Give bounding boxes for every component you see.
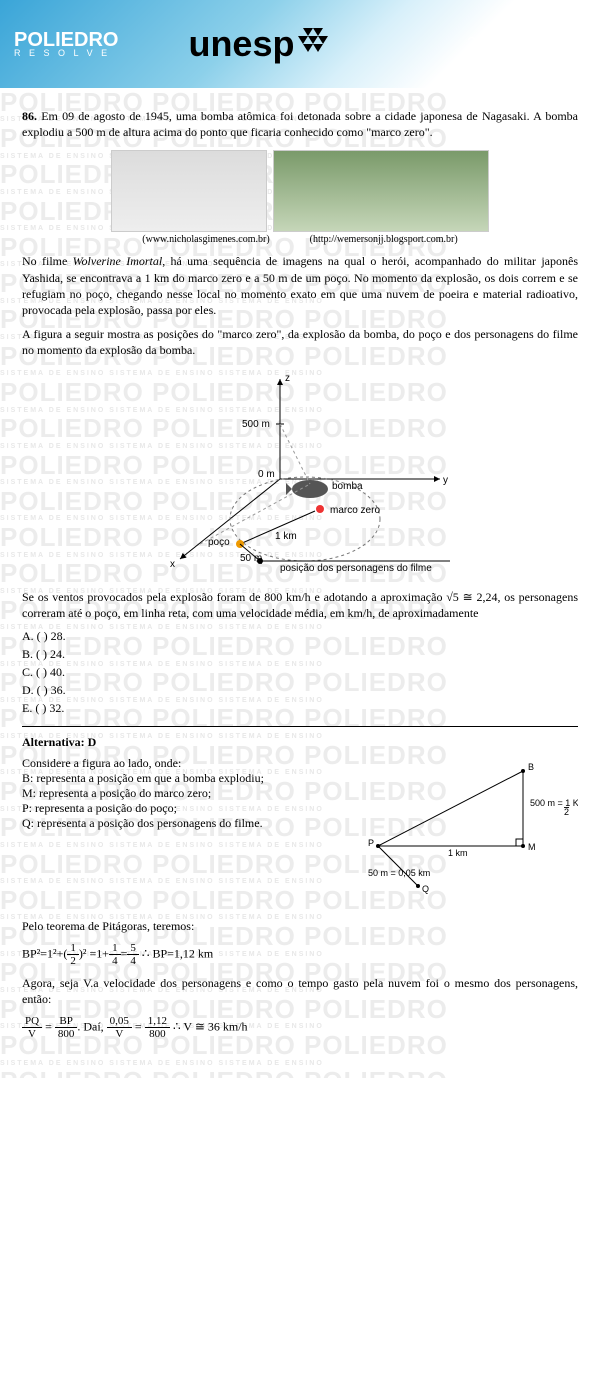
sol-l2: M: representa a posição do marco zero; [22, 786, 340, 801]
caption-row: (www.nicholasgimenes.com.br) (http://wem… [22, 234, 578, 245]
alternatives: A. ( ) 28. B. ( ) 24. C. ( ) 40. D. ( ) … [22, 629, 578, 716]
fig-M: M [528, 842, 536, 852]
lbl-pos: posição dos personagens do filme [280, 563, 432, 574]
f2at: PQ [22, 1015, 42, 1028]
logo-sub: R E S O L V E [14, 49, 118, 57]
f1c: = [121, 946, 128, 960]
caption-b: (http://wemersonjj.blogsport.com.br) [310, 234, 458, 245]
f1ht: 5 [127, 942, 139, 955]
answer-label: Alternativa: D [22, 735, 578, 750]
fig-pq: 50 m = 0,05 km [368, 868, 430, 878]
f2eq2: = [132, 1020, 145, 1034]
fig-Q: Q [422, 884, 429, 894]
question-statement-1: 86. Em 09 de agosto de 1945, uma bomba a… [22, 108, 578, 140]
axis-y: y [443, 475, 448, 486]
solution-figure: P M B Q 500 m = 1 Km 2 1 km 50 m = 0,05 … [348, 756, 578, 910]
lbl-1km: 1 km [275, 531, 297, 542]
f2eq: = [42, 1020, 55, 1034]
lbl-marco: marco zero [330, 505, 380, 516]
solution-text: Considere a figura ao lado, onde: B: rep… [22, 756, 340, 910]
p2a: No filme [22, 254, 73, 268]
poliedro-logo: POLIEDRO R E S O L V E [14, 31, 118, 57]
unesp-text: unesp [188, 23, 294, 65]
f1d: ∴ BP=1,12 km [139, 946, 213, 960]
question-statement-4: Se os ventos provocados pela explosão fo… [22, 589, 578, 621]
unesp-logo: unesp [188, 23, 328, 65]
fig-B: B [528, 762, 534, 772]
formula-1: BP²=1²+(12)² =1+14=54 ∴ BP=1,12 km [22, 942, 578, 967]
question-number: 86. [22, 109, 37, 123]
fig-pm: 1 km [448, 848, 468, 858]
f2end: ∴ V ≅ 36 km/h [170, 1020, 248, 1034]
movie-title: Wolverine Imortal [73, 254, 163, 268]
solution-row: Considere a figura ao lado, onde: B: rep… [22, 756, 578, 910]
f2bb: 800 [55, 1028, 78, 1040]
logo-main: POLIEDRO [14, 31, 118, 49]
alt-e: E. ( ) 32. [22, 701, 578, 716]
axis-z: z [285, 373, 290, 384]
image-memorial-park [273, 150, 489, 232]
alt-b: B. ( ) 24. [22, 647, 578, 662]
question-statement-3: A figura a seguir mostra as posições do … [22, 326, 578, 358]
diagram-3d: z y x 500 m 0 m bomba marco zero 1 km po [22, 369, 578, 579]
f1a: BP²=1²+ [22, 946, 63, 960]
header-banner: POLIEDRO R E S O L V E unesp 2 0 1 5 [0, 0, 600, 88]
image-row [22, 150, 578, 232]
alt-a: A. ( ) 28. [22, 629, 578, 644]
alt-c: C. ( ) 40. [22, 665, 578, 680]
lbl-0m: 0 m [258, 469, 275, 480]
formula-2: PQV = BP800. Daí, 0,05V = 1,12800 ∴ V ≅ … [22, 1015, 578, 1040]
f1b: ² =1+ [83, 946, 109, 960]
fig-bm2: 2 [564, 807, 569, 817]
f2ct: 0,05 [107, 1015, 132, 1028]
f1gt: 1 [109, 942, 121, 955]
sol-l4: Q: representa a posição dos personagens … [22, 816, 340, 831]
sol-l1: B: representa a posição em que a bomba e… [22, 771, 340, 786]
fig-bm: 500 m = 1 Km [530, 798, 578, 808]
sol-p5: Pelo teorema de Pitágoras, teremos: [22, 918, 578, 934]
year-label: 2 0 1 5 [467, 35, 586, 53]
f1ft: 1 [67, 942, 79, 955]
unesp-triangle-icon [298, 23, 328, 65]
f2ab: V [22, 1028, 42, 1040]
lbl-500m: 500 m [242, 419, 270, 430]
question-p1: Em 09 de agosto de 1945, uma bomba atômi… [22, 109, 578, 139]
f1hb: 4 [127, 955, 139, 967]
f2mid: . Daí, [77, 1020, 106, 1034]
sol-p6: Agora, seja V.a velocidade dos personage… [22, 975, 578, 1007]
separator [22, 726, 578, 727]
sol-l3: P: representa a posição do poço; [22, 801, 340, 816]
question-statement-2: No filme Wolverine Imortal, há uma sequê… [22, 253, 578, 318]
f1gb: 4 [109, 955, 121, 967]
f2dt: 1,12 [145, 1015, 170, 1028]
alt-d: D. ( ) 36. [22, 683, 578, 698]
f2db: 800 [145, 1028, 170, 1040]
lbl-poco: poço [208, 537, 230, 548]
f2cb: V [107, 1028, 132, 1040]
f1fb: 2 [67, 955, 79, 967]
sol-intro: Considere a figura ao lado, onde: [22, 756, 340, 771]
caption-a: (www.nicholasgimenes.com.br) [142, 234, 269, 245]
image-nagasaki-map [111, 150, 267, 232]
axis-x: x [170, 559, 175, 570]
page-content: 86. Em 09 de agosto de 1945, uma bomba a… [0, 88, 600, 1078]
lbl-bomba: bomba [332, 481, 363, 492]
f2bt: BP [55, 1015, 78, 1028]
fig-P: P [368, 838, 374, 848]
